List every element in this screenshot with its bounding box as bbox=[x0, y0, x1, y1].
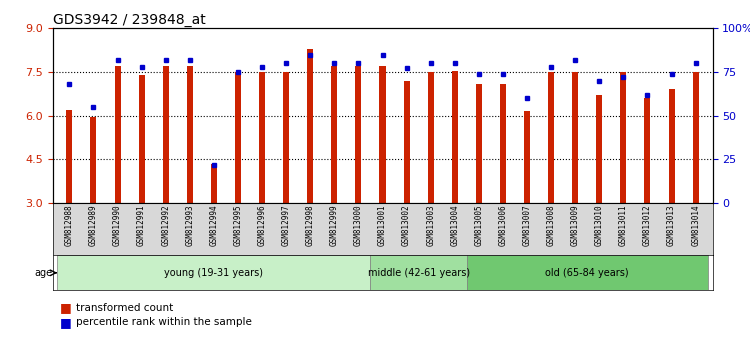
Text: GSM813012: GSM813012 bbox=[643, 204, 652, 246]
Bar bbox=[644, 98, 650, 203]
Bar bbox=[57, 255, 370, 290]
Text: GSM813010: GSM813010 bbox=[595, 204, 604, 246]
Text: GSM813014: GSM813014 bbox=[692, 204, 700, 246]
Text: GSM812996: GSM812996 bbox=[257, 204, 266, 246]
Text: GSM812995: GSM812995 bbox=[233, 204, 242, 246]
Text: ■: ■ bbox=[60, 302, 72, 314]
Bar bbox=[500, 84, 506, 203]
Text: GSM813009: GSM813009 bbox=[571, 204, 580, 246]
Bar bbox=[466, 255, 708, 290]
Text: GSM812988: GSM812988 bbox=[64, 204, 74, 246]
Text: GSM813000: GSM813000 bbox=[354, 204, 363, 246]
Bar bbox=[139, 75, 145, 203]
Text: GSM812999: GSM812999 bbox=[330, 204, 339, 246]
Bar bbox=[524, 111, 530, 203]
Bar bbox=[308, 49, 314, 203]
Bar bbox=[91, 117, 97, 203]
Text: GSM812998: GSM812998 bbox=[306, 204, 315, 246]
Bar bbox=[693, 72, 699, 203]
Bar bbox=[452, 70, 458, 203]
Text: ■: ■ bbox=[60, 316, 72, 329]
Bar bbox=[620, 72, 626, 203]
Bar bbox=[235, 72, 241, 203]
Bar bbox=[548, 72, 554, 203]
Bar bbox=[356, 66, 362, 203]
Text: GSM813004: GSM813004 bbox=[450, 204, 459, 246]
Text: GSM813013: GSM813013 bbox=[667, 204, 676, 246]
Bar bbox=[668, 90, 674, 203]
Bar bbox=[476, 84, 482, 203]
Bar bbox=[427, 72, 433, 203]
Text: GSM813008: GSM813008 bbox=[547, 204, 556, 246]
Bar bbox=[163, 66, 169, 203]
Text: GSM813003: GSM813003 bbox=[426, 204, 435, 246]
Text: young (19-31 years): young (19-31 years) bbox=[164, 268, 263, 278]
Text: GSM813011: GSM813011 bbox=[619, 204, 628, 246]
Text: GSM813002: GSM813002 bbox=[402, 204, 411, 246]
Text: GSM812989: GSM812989 bbox=[89, 204, 98, 246]
Bar bbox=[259, 72, 265, 203]
Text: GSM813006: GSM813006 bbox=[499, 204, 508, 246]
Bar bbox=[284, 72, 290, 203]
Text: GSM812993: GSM812993 bbox=[185, 204, 194, 246]
Bar bbox=[370, 255, 466, 290]
Text: GSM812997: GSM812997 bbox=[282, 204, 291, 246]
Bar bbox=[211, 164, 217, 203]
Text: transformed count: transformed count bbox=[76, 303, 174, 313]
Text: GSM813001: GSM813001 bbox=[378, 204, 387, 246]
Bar bbox=[187, 66, 193, 203]
Bar bbox=[596, 95, 602, 203]
Text: GSM812990: GSM812990 bbox=[113, 204, 122, 246]
Bar bbox=[572, 72, 578, 203]
Text: GSM813007: GSM813007 bbox=[523, 204, 532, 246]
Bar bbox=[404, 81, 410, 203]
Text: GSM812992: GSM812992 bbox=[161, 204, 170, 246]
Text: GSM813005: GSM813005 bbox=[474, 204, 483, 246]
Text: GSM812991: GSM812991 bbox=[137, 204, 146, 246]
Text: GDS3942 / 239848_at: GDS3942 / 239848_at bbox=[53, 13, 206, 27]
Bar bbox=[66, 110, 72, 203]
Text: old (65-84 years): old (65-84 years) bbox=[545, 268, 629, 278]
Text: age: age bbox=[34, 268, 53, 278]
Text: GSM812994: GSM812994 bbox=[209, 204, 218, 246]
Bar bbox=[332, 66, 338, 203]
Text: middle (42-61 years): middle (42-61 years) bbox=[368, 268, 470, 278]
Bar bbox=[115, 66, 121, 203]
Text: percentile rank within the sample: percentile rank within the sample bbox=[76, 317, 252, 327]
Bar bbox=[380, 66, 386, 203]
